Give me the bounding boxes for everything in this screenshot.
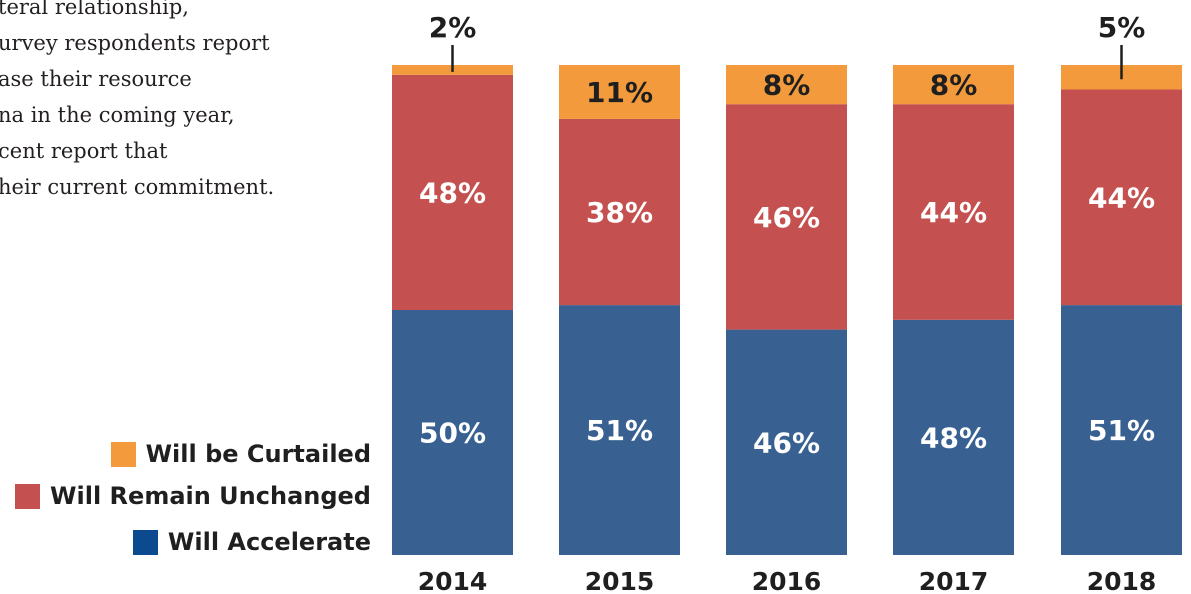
bar-segment-unchanged-2018 (1061, 89, 1182, 306)
intro-line: teral relationship, (0, 0, 189, 19)
bar-segment-accelerate-2016 (726, 329, 847, 555)
bar-segment-unchanged-2014 (392, 74, 513, 310)
data-label-accelerate-2015: 51% (586, 414, 653, 447)
bar-segment-unchanged-2015 (559, 118, 680, 306)
bar-segment-accelerate-2017 (893, 319, 1014, 555)
data-label-accelerate-2016: 46% (753, 426, 820, 459)
bar-segment-accelerate-2015 (559, 305, 680, 555)
data-label-unchanged-2015: 38% (586, 196, 653, 229)
data-label-curtailed-2014: 2% (429, 11, 477, 44)
data-label-unchanged-2018: 44% (1088, 181, 1155, 214)
data-label-unchanged-2017: 44% (920, 196, 987, 229)
data-label-curtailed-2017: 8% (930, 69, 978, 102)
bar-segment-unchanged-2017 (893, 104, 1014, 320)
legend-item-curtailed: Will be Curtailed (110, 440, 371, 468)
legend-swatch-accelerate (132, 529, 158, 555)
bar-segment-curtailed-2017 (893, 65, 1014, 105)
legend-label-unchanged: Will Remain Unchanged (50, 482, 371, 510)
bar-segment-accelerate-2018 (1061, 305, 1182, 555)
legend-item-unchanged: Will Remain Unchanged (15, 482, 371, 510)
data-label-curtailed-2018: 5% (1098, 11, 1146, 44)
legend-item-accelerate: Will Accelerate (132, 528, 371, 556)
data-label-accelerate-2014: 50% (419, 417, 486, 450)
bar-segment-curtailed-2016 (726, 65, 847, 105)
legend-swatch-unchanged (15, 483, 41, 509)
legend-label-curtailed: Will be Curtailed (145, 440, 371, 468)
intro-line: ase their resource (0, 67, 192, 91)
intro-line: cent report that (0, 139, 168, 163)
legend-label-accelerate: Will Accelerate (167, 528, 371, 556)
intro-text: teral relationship, urvey respondents re… (0, 0, 380, 240)
intro-line: heir current commitment. (0, 175, 275, 199)
data-label-accelerate-2017: 48% (920, 421, 987, 454)
x-tick-label-2018: 2018 (1087, 567, 1157, 594)
x-tick-label-2016: 2016 (752, 567, 822, 594)
bar-segment-unchanged-2016 (726, 104, 847, 330)
legend-swatch-curtailed (110, 441, 136, 467)
data-label-curtailed-2015: 11% (586, 76, 653, 109)
x-tick-label-2015: 2015 (585, 567, 655, 594)
x-tick-label-2017: 2017 (919, 567, 989, 594)
x-tick-label-2014: 2014 (418, 567, 488, 594)
data-label-curtailed-2016: 8% (763, 69, 811, 102)
data-label-unchanged-2014: 48% (419, 176, 486, 209)
bar-segment-curtailed-2015 (559, 65, 680, 119)
intro-line: na in the coming year, (0, 103, 235, 127)
data-label-unchanged-2016: 46% (753, 201, 820, 234)
bar-segment-accelerate-2014 (392, 310, 513, 555)
data-label-accelerate-2018: 51% (1088, 414, 1155, 447)
intro-line: urvey respondents report (0, 31, 270, 55)
